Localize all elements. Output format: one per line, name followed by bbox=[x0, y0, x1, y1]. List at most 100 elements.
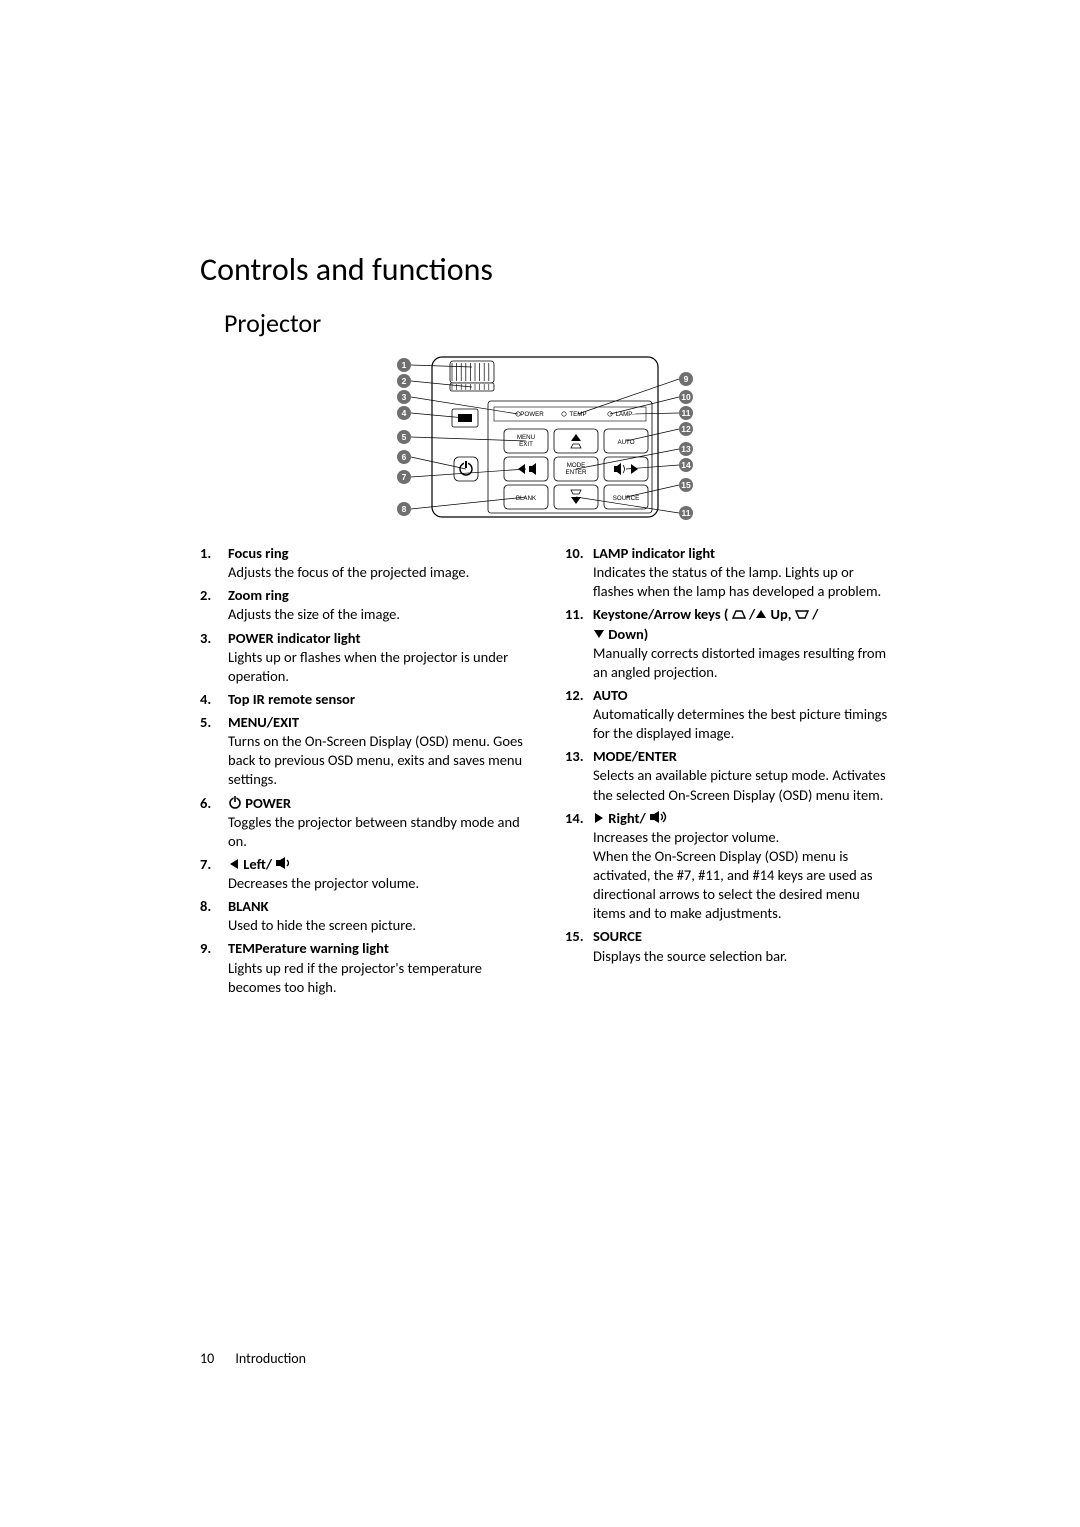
svg-text:10: 10 bbox=[681, 392, 691, 402]
item-number: 3. bbox=[200, 629, 228, 686]
item-desc: Displays the source selection bar. bbox=[593, 947, 890, 966]
item-desc: Decreases the projector volume. bbox=[228, 874, 525, 893]
svg-text:7: 7 bbox=[402, 472, 407, 482]
item-title: TEMPerature warning light bbox=[228, 939, 525, 958]
svg-text:ENTER: ENTER bbox=[566, 469, 588, 476]
item-desc: Toggles the projector between standby mo… bbox=[228, 813, 525, 851]
svg-text:4: 4 bbox=[402, 408, 407, 418]
item-title: Top IR remote sensor bbox=[228, 690, 525, 709]
triangle-up-icon bbox=[755, 608, 767, 620]
item-number: 12. bbox=[565, 686, 593, 743]
svg-text:5: 5 bbox=[402, 432, 407, 442]
item-number: 13. bbox=[565, 747, 593, 804]
volume-down-icon bbox=[275, 856, 293, 870]
svg-text:15: 15 bbox=[681, 480, 691, 490]
item-title: Keystone/Arrow keys ( / Up, / Down) bbox=[593, 605, 890, 643]
controls-right-column: 10. LAMP indicator light Indicates the s… bbox=[565, 544, 890, 1001]
item-number: 2. bbox=[200, 586, 228, 624]
item-desc: Automatically determines the best pictur… bbox=[593, 705, 890, 743]
control-item: 4. Top IR remote sensor bbox=[200, 690, 525, 709]
item-number: 7. bbox=[200, 855, 228, 893]
power-icon bbox=[228, 795, 242, 809]
svg-text:6: 6 bbox=[402, 452, 407, 462]
item-desc: Turns on the On-Screen Display (OSD) men… bbox=[228, 732, 525, 789]
volume-up-icon bbox=[649, 810, 669, 824]
item-title: LAMP indicator light bbox=[593, 544, 890, 563]
svg-text:8: 8 bbox=[402, 504, 407, 514]
control-item: 12. AUTO Automatically determines the be… bbox=[565, 686, 890, 743]
control-item: 3. POWER indicator light Lights up or fl… bbox=[200, 629, 525, 686]
item-title: BLANK bbox=[228, 897, 525, 916]
keystone-top-icon bbox=[732, 609, 746, 620]
item-title: MENU/EXIT bbox=[228, 713, 525, 732]
control-item: 9. TEMPerature warning light Lights up r… bbox=[200, 939, 525, 996]
item-number: 5. bbox=[200, 713, 228, 790]
svg-text:MENU: MENU bbox=[517, 434, 535, 441]
control-item: 6. POWER Toggles the projector between s… bbox=[200, 794, 525, 851]
control-item: 11. Keystone/Arrow keys ( / Up, / Down) … bbox=[565, 605, 890, 682]
item-number: 8. bbox=[200, 897, 228, 935]
item-number: 11. bbox=[565, 605, 593, 682]
item-number: 10. bbox=[565, 544, 593, 601]
svg-text:14: 14 bbox=[681, 460, 691, 470]
item-title: POWER bbox=[228, 794, 525, 813]
page-subheading: Projector bbox=[224, 307, 890, 339]
control-item: 8. BLANK Used to hide the screen picture… bbox=[200, 897, 525, 935]
item-number: 15. bbox=[565, 927, 593, 965]
item-title: SOURCE bbox=[593, 927, 890, 946]
item-title: Right/ bbox=[593, 809, 890, 828]
controls-columns: 1. Focus ring Adjusts the focus of the p… bbox=[200, 544, 890, 1001]
svg-text:11: 11 bbox=[682, 408, 691, 418]
svg-text:9: 9 bbox=[684, 374, 689, 384]
item-number: 6. bbox=[200, 794, 228, 851]
triangle-right-icon bbox=[593, 812, 605, 824]
projector-diagram-container: POWERTEMPLAMPMENUEXITAUTOMODEENTERBLANKS… bbox=[200, 349, 890, 524]
item-desc: Adjusts the size of the image. bbox=[228, 605, 525, 624]
svg-text:BLANK: BLANK bbox=[516, 495, 537, 502]
item-desc: Adjusts the focus of the projected image… bbox=[228, 563, 525, 582]
section-name: Introduction bbox=[235, 1350, 306, 1367]
svg-text:13: 13 bbox=[681, 444, 691, 454]
item-desc: Indicates the status of the lamp. Lights… bbox=[593, 563, 890, 601]
item-title: AUTO bbox=[593, 686, 890, 705]
control-item: 10. LAMP indicator light Indicates the s… bbox=[565, 544, 890, 601]
svg-text:AUTO: AUTO bbox=[617, 439, 634, 446]
triangle-left-icon bbox=[228, 858, 240, 870]
svg-text:POWER: POWER bbox=[520, 411, 544, 418]
item-title: Zoom ring bbox=[228, 586, 525, 605]
item-number: 9. bbox=[200, 939, 228, 996]
control-item: 2. Zoom ring Adjusts the size of the ima… bbox=[200, 586, 525, 624]
item-desc: Selects an available picture setup mode.… bbox=[593, 766, 890, 804]
control-item: 7. Left/ Decreases the projector volume. bbox=[200, 855, 525, 893]
page-footer: 10 Introduction bbox=[200, 1350, 306, 1367]
keystone-bottom-icon bbox=[795, 609, 809, 620]
control-item: 14. Right/ Increases the projector volum… bbox=[565, 809, 890, 924]
svg-text:2: 2 bbox=[402, 376, 407, 386]
control-item: 15. SOURCE Displays the source selection… bbox=[565, 927, 890, 965]
page-heading: Controls and functions bbox=[200, 250, 890, 289]
projector-diagram: POWERTEMPLAMPMENUEXITAUTOMODEENTERBLANKS… bbox=[390, 349, 700, 524]
svg-text:3: 3 bbox=[402, 392, 407, 402]
control-item: 1. Focus ring Adjusts the focus of the p… bbox=[200, 544, 525, 582]
control-item: 5. MENU/EXIT Turns on the On-Screen Disp… bbox=[200, 713, 525, 790]
control-item: 13. MODE/ENTER Selects an available pict… bbox=[565, 747, 890, 804]
item-desc: Lights up red if the projector's tempera… bbox=[228, 959, 525, 997]
item-desc: Manually corrects distorted images resul… bbox=[593, 644, 890, 682]
svg-text:12: 12 bbox=[681, 424, 691, 434]
item-desc: Increases the projector volume.When the … bbox=[593, 828, 890, 924]
page-number: 10 bbox=[200, 1350, 214, 1367]
item-number: 4. bbox=[200, 690, 228, 709]
svg-text:11: 11 bbox=[682, 508, 691, 518]
item-desc: Used to hide the screen picture. bbox=[228, 916, 525, 935]
item-desc: Lights up or flashes when the projector … bbox=[228, 648, 525, 686]
item-title: POWER indicator light bbox=[228, 629, 525, 648]
item-title: Focus ring bbox=[228, 544, 525, 563]
svg-text:SOURCE: SOURCE bbox=[613, 495, 639, 502]
triangle-down-icon bbox=[593, 628, 605, 640]
item-number: 1. bbox=[200, 544, 228, 582]
svg-text:EXIT: EXIT bbox=[519, 441, 533, 448]
svg-text:1: 1 bbox=[402, 360, 407, 370]
item-number: 14. bbox=[565, 809, 593, 924]
controls-left-column: 1. Focus ring Adjusts the focus of the p… bbox=[200, 544, 525, 1001]
item-title: Left/ bbox=[228, 855, 525, 874]
